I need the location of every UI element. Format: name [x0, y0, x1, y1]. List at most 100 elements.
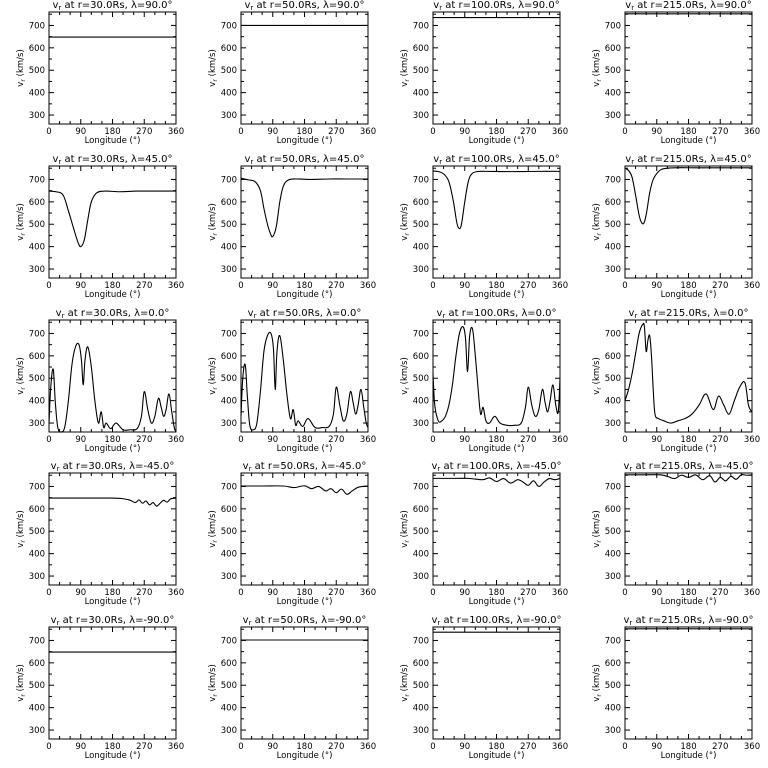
y-tick-label: 600 [221, 198, 237, 208]
subplot-title: vr at r=30.0Rs, λ=0.0° [56, 308, 170, 320]
y-tick-label: 600 [29, 198, 45, 208]
x-tick-label: 360 [744, 588, 760, 598]
vr-series-line [624, 167, 752, 225]
x-axis-label: Longitude (°) [277, 751, 333, 761]
x-tick-label: 270 [520, 742, 536, 752]
x-tick-label: 360 [168, 588, 184, 598]
y-axis-label: vr (km/s) [16, 510, 27, 548]
plot-frame [48, 11, 177, 125]
x-tick-label: 90 [651, 127, 662, 137]
subplot-13: 0 90 180 270 360 300 400 500 600 700 Longitude (°)… [16, 461, 184, 607]
x-tick-label: 90 [267, 435, 278, 445]
x-tick-label: 0 [46, 127, 51, 137]
vr-series-line [48, 190, 176, 248]
y-axis-label: vr (km/s) [208, 357, 219, 395]
y-tick-label: 400 [605, 704, 621, 714]
y-tick-label: 400 [221, 550, 237, 560]
subplot-14: 0 90 180 270 360 300 400 500 600 700 Longitude (°)… [208, 461, 376, 607]
x-tick-label: 360 [744, 281, 760, 291]
x-tick-label: 360 [744, 127, 760, 137]
x-tick-label: 180 [104, 588, 120, 598]
subplot-title: vr at r=30.0Rs, λ=90.0° [52, 0, 172, 12]
y-axis-label: vr (km/s) [16, 664, 27, 702]
y-tick-label: 300 [221, 726, 237, 736]
y-axis-label: vr (km/s) [208, 510, 219, 548]
vr-series-line [240, 485, 369, 495]
x-tick-label: 90 [651, 742, 662, 752]
x-tick-label: 180 [488, 127, 504, 137]
x-tick-label: 270 [136, 742, 152, 752]
plot-frame [624, 11, 753, 125]
plot-frame [432, 626, 561, 740]
x-tick-label: 360 [360, 127, 376, 137]
x-tick-label: 270 [520, 435, 536, 445]
plot-frame [432, 11, 561, 125]
y-axis-label: vr (km/s) [400, 357, 411, 395]
x-tick-label: 270 [712, 127, 728, 137]
x-tick-label: 90 [75, 127, 86, 137]
subplot-title: vr at r=50.0Rs, λ=-90.0° [243, 615, 367, 627]
x-tick-label: 0 [430, 435, 435, 445]
y-tick-label: 700 [221, 482, 237, 492]
x-tick-label: 180 [296, 742, 312, 752]
plot-frame [48, 626, 177, 740]
x-tick-label: 90 [267, 281, 278, 291]
y-tick-label: 300 [605, 111, 621, 121]
subplot-3: 0 90 180 270 360 300 400 500 600 700 Longitude (°)… [400, 0, 568, 146]
y-tick-label: 500 [221, 681, 237, 691]
y-tick-label: 300 [221, 572, 237, 582]
x-tick-label: 360 [168, 127, 184, 137]
y-tick-label: 700 [413, 21, 429, 31]
x-tick-label: 0 [238, 127, 243, 137]
x-tick-label: 90 [75, 742, 86, 752]
y-tick-label: 500 [605, 220, 621, 230]
x-tick-label: 0 [622, 742, 627, 752]
vr-series-line [240, 331, 369, 431]
x-axis-label: Longitude (°) [469, 751, 525, 761]
subplot-title: vr at r=100.0Rs, λ=0.0° [436, 308, 556, 320]
y-tick-label: 700 [29, 175, 45, 185]
y-tick-label: 700 [221, 21, 237, 31]
y-tick-label: 600 [221, 659, 237, 669]
subplot-11: 0 90 180 270 360 300 400 500 600 700 Longitude (°)… [400, 308, 568, 454]
x-axis-label: Longitude (°) [277, 136, 333, 146]
y-tick-label: 700 [413, 175, 429, 185]
x-tick-label: 270 [328, 588, 344, 598]
y-tick-label: 300 [221, 111, 237, 121]
plot-frame [624, 626, 753, 740]
y-axis-label: vr (km/s) [16, 49, 27, 87]
x-axis-label: Longitude (°) [85, 597, 141, 607]
plot-frame [48, 319, 177, 433]
plot-frame [48, 165, 177, 279]
y-tick-label: 300 [413, 726, 429, 736]
x-tick-label: 0 [622, 588, 627, 598]
subplot-12: 0 90 180 270 360 300 400 500 600 700 Longitude (°)… [592, 308, 760, 454]
plot-frame [240, 626, 369, 740]
y-tick-label: 700 [413, 329, 429, 339]
vr-series-line [624, 322, 753, 424]
plot-frame [432, 319, 561, 433]
y-axis-label: vr (km/s) [16, 357, 27, 395]
x-tick-label: 270 [712, 588, 728, 598]
x-tick-label: 270 [712, 281, 728, 291]
y-axis-label: vr (km/s) [592, 357, 603, 395]
y-tick-label: 700 [29, 482, 45, 492]
plot-frame [240, 472, 369, 586]
y-tick-label: 300 [413, 265, 429, 275]
y-tick-label: 300 [605, 726, 621, 736]
y-tick-label: 400 [29, 243, 45, 253]
x-tick-label: 270 [328, 281, 344, 291]
x-tick-label: 270 [136, 435, 152, 445]
x-tick-label: 0 [622, 281, 627, 291]
y-tick-label: 600 [605, 505, 621, 515]
y-tick-label: 600 [29, 44, 45, 54]
y-tick-label: 400 [413, 89, 429, 99]
x-tick-label: 0 [622, 435, 627, 445]
x-tick-label: 360 [744, 742, 760, 752]
y-tick-label: 600 [413, 505, 429, 515]
x-axis-label: Longitude (°) [661, 136, 717, 146]
vr-series-line [240, 177, 368, 238]
x-tick-label: 360 [360, 588, 376, 598]
subplot-6: 0 90 180 270 360 300 400 500 600 700 Longitude (°)… [208, 154, 376, 300]
